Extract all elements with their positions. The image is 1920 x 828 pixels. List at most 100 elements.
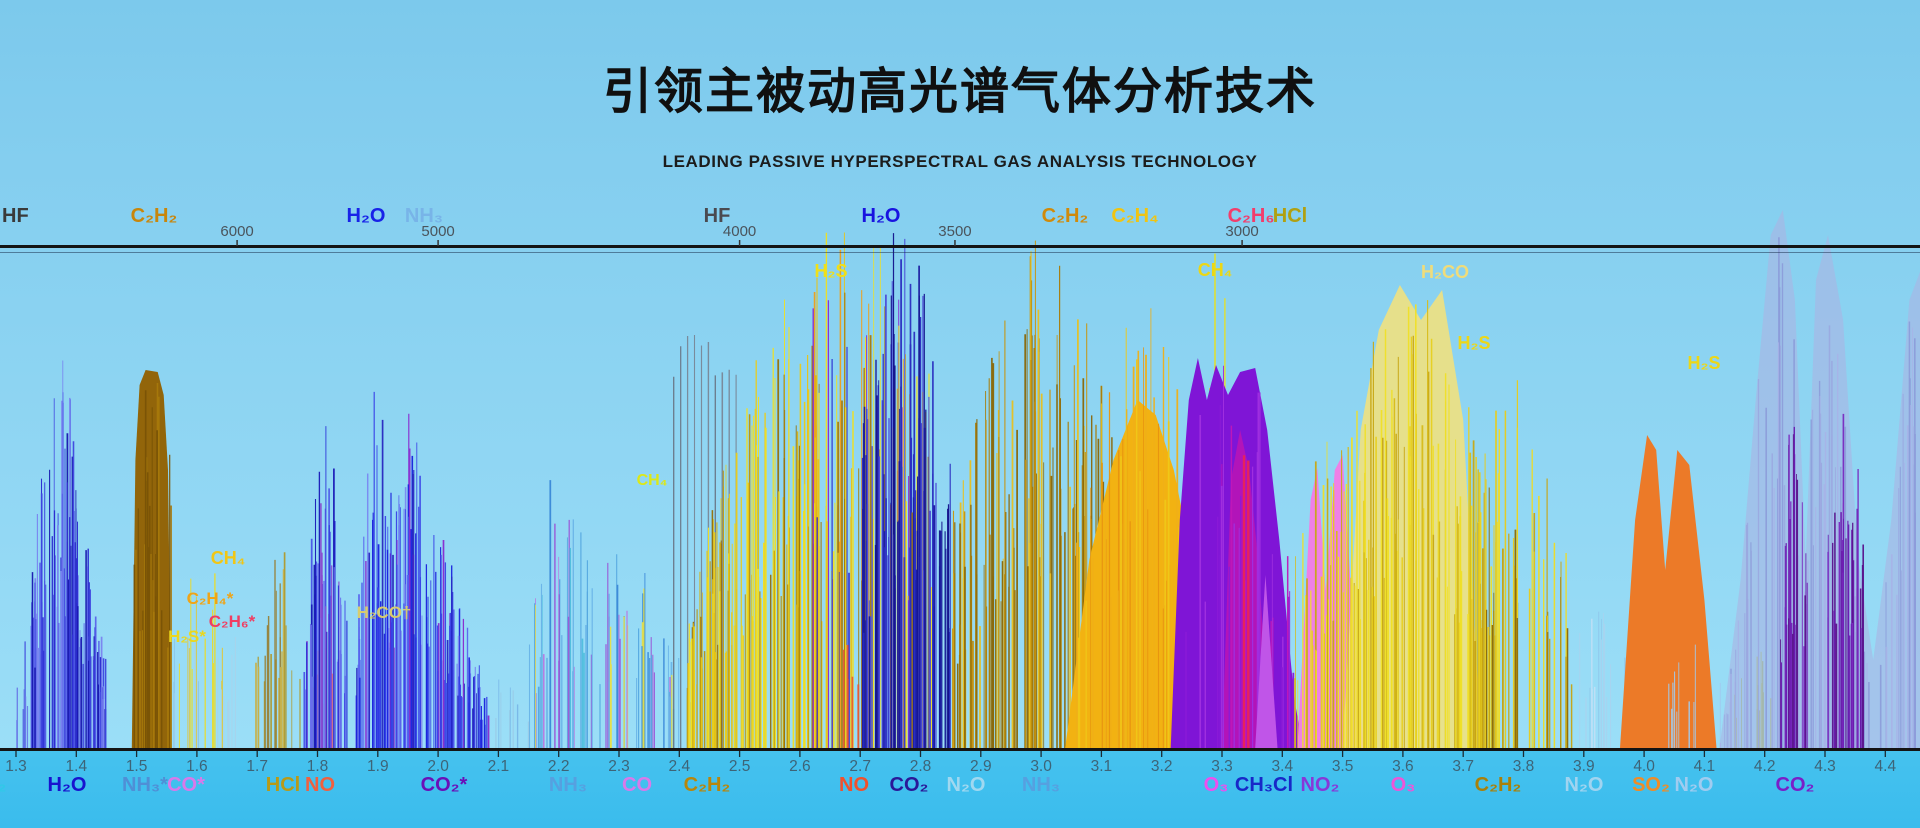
gas-label-bottom-19: N₂O	[1565, 774, 1604, 796]
spectral-band-blue-1p81	[303, 426, 348, 748]
gas-label-inner-8: H₂CO	[1421, 262, 1469, 282]
gas-label-top-9: HCl	[1273, 205, 1307, 227]
wavelength-tick-label: 4.3	[1814, 758, 1836, 775]
spectral-band-yellow-rise	[686, 299, 823, 748]
wavelength-tick-label: 3.6	[1392, 758, 1414, 775]
gas-label-bottom-15: CH₃Cl	[1235, 774, 1293, 796]
wavelength-tick-label: 2.3	[608, 758, 630, 775]
gas-label-inner-5: CH₄	[637, 472, 668, 489]
bottom-axis-line	[0, 748, 1920, 751]
wavelength-tick-label: 3.9	[1573, 758, 1595, 775]
gas-label-bottom-13: NH₃	[1022, 774, 1060, 796]
gas-label-bottom-10: NO	[839, 774, 869, 796]
gas-label-inner-1: C₂H₄*	[187, 589, 234, 608]
band-blob-so2-orange-blob	[1620, 435, 1717, 748]
gas-label-bottom-20: SO₂	[1632, 774, 1670, 796]
bottom-gas-labels: O₂H₂ONH₃*CO*HClNOCO₂*NH₃COC₂H₂NOCO₂N₂ONH…	[0, 774, 1814, 796]
gas-label-bottom-16: NO₂	[1301, 774, 1340, 796]
gas-label-inner-2: C₂H₆*	[209, 612, 256, 631]
gas-label-inner-10: H₂S	[1687, 353, 1720, 373]
wavelength-tick-label: 3.1	[1091, 758, 1113, 775]
gas-label-inner-6: H₂S	[814, 261, 847, 281]
band-blob-lavender-tri	[1255, 575, 1278, 748]
gas-label-bottom-4: HCl	[266, 774, 300, 796]
axes: 6000 5000 4000 3500 3000 1.3 1.4 1.5 1.6 1.7 1.8 1.…	[0, 223, 1920, 775]
spectral-band-purple-spikes	[1185, 365, 1295, 748]
wavenumber-tick-label: 5000	[421, 223, 454, 240]
gas-label-bottom-5: NO	[305, 774, 335, 796]
wavelength-tick-label: 4.2	[1754, 758, 1776, 775]
inner-gas-labels: CH₄ C₂H₄* C₂H₆*H₂S* H₂CO† CH₄ H₂S CH₄ H₂CO H₂S H₂…	[168, 260, 1720, 646]
gas-label-bottom-1: H₂O	[48, 774, 87, 796]
wavelength-tick-label: 3.7	[1452, 758, 1474, 775]
spectral-band-yellow-mass	[1294, 300, 1499, 748]
wavelength-tick-label: 1.5	[126, 758, 148, 775]
spectral-band-mid-sparse	[495, 679, 529, 748]
spectral-band-purple-right-1	[1780, 426, 1808, 748]
spectral-band-co-star-pale	[173, 573, 236, 748]
wavelength-tick-label: 4.0	[1633, 758, 1655, 775]
spectral-band-lavender-tri	[1255, 575, 1278, 748]
gas-label-bottom-9: C₂H₂	[684, 774, 731, 796]
wavelength-tick-label: 3.8	[1513, 758, 1535, 775]
gas-label-bottom-3: CO*	[167, 774, 205, 796]
gas-label-bottom-7: NH₃	[549, 774, 587, 796]
wavelength-tick-label: 3.5	[1332, 758, 1354, 775]
wavelength-tick-label: 2.0	[427, 758, 449, 775]
wavelength-tick-label: 3.0	[1030, 758, 1052, 775]
gas-label-top-0: HF	[2, 205, 29, 227]
gas-label-inner-0: CH₄	[211, 548, 246, 568]
gas-label-inner-9: H₂S	[1457, 333, 1490, 353]
spectral-band-pink-line	[1242, 455, 1250, 748]
gas-label-bottom-18: C₂H₂	[1475, 774, 1522, 796]
gas-label-top-8: C₂H₆	[1228, 205, 1275, 227]
gas-label-inner-4: H₂CO†	[357, 603, 412, 622]
gas-label-bottom-12: N₂O	[947, 774, 986, 796]
wavenumber-tick-label: 3500	[938, 223, 971, 240]
page-subtitle: LEADING PASSIVE HYPERSPECTRAL GAS ANALYS…	[662, 152, 1258, 171]
spectral-band-h2o-1p37	[30, 360, 107, 748]
gas-label-top-3: NH₃	[405, 205, 443, 227]
gas-label-bottom-11: CO₂	[890, 774, 929, 796]
gas-label-bottom-21: N₂O	[1675, 774, 1714, 796]
wavelength-tick-label: 3.3	[1211, 758, 1233, 775]
gas-label-bottom-0: O₂	[0, 774, 6, 796]
wavelength-tick-label: 2.4	[669, 758, 691, 775]
spectral-band-big-blue-1p9	[355, 391, 490, 748]
gas-label-bottom-2: NH₃*	[122, 774, 168, 796]
gas-label-bottom-22: CO₂	[1776, 774, 1815, 796]
gas-label-inner-3: H₂S*	[168, 627, 206, 646]
gas-label-bottom-17: O₃	[1391, 774, 1416, 796]
spectral-bands	[16, 210, 1920, 748]
wavelength-tick-label: 4.4	[1875, 758, 1897, 775]
wavelength-tick-label: 2.1	[488, 758, 510, 775]
gas-label-top-4: HF	[704, 205, 731, 227]
wavelength-tick-label: 1.6	[186, 758, 208, 775]
wavelength-tick-label: 1.4	[66, 758, 88, 775]
gas-label-top-6: C₂H₂	[1042, 205, 1089, 227]
gas-label-top-7: C₂H₄	[1111, 205, 1158, 227]
wavelength-tick-label: 3.4	[1272, 758, 1294, 775]
spectral-band-nh3-co-2p2	[528, 480, 680, 748]
wavelength-tick-label: 2.2	[548, 758, 570, 775]
gas-label-top-1: C₂H₂	[131, 205, 178, 227]
wavenumber-tick-label: 4000	[723, 223, 756, 240]
page-title: 引领主被动高光谱气体分析技术	[602, 65, 1317, 119]
wavelength-tick-label: 2.6	[789, 758, 811, 775]
wavenumber-tick-label: 3000	[1225, 223, 1258, 240]
wavelength-tick-label: 1.7	[246, 758, 268, 775]
wavelength-tick-label: 2.8	[910, 758, 932, 775]
gas-label-top-5: H₂O	[862, 205, 901, 227]
wavelength-tick-label: 3.2	[1151, 758, 1173, 775]
wavenumber-tick-label: 6000	[220, 223, 253, 240]
spectral-band-hcl-khaki	[255, 552, 301, 748]
spectral-band-nh3-brown-lines	[133, 383, 172, 748]
spectral-band-c2h2-spikes	[1474, 380, 1573, 748]
top-axis-secondary-line	[0, 252, 1920, 253]
gas-label-bottom-6: CO₂*	[421, 774, 468, 796]
spectral-band-co2-navy	[862, 233, 951, 748]
gas-label-inner-7: CH₄	[1198, 260, 1233, 280]
gas-label-bottom-14: O₃	[1204, 774, 1229, 796]
